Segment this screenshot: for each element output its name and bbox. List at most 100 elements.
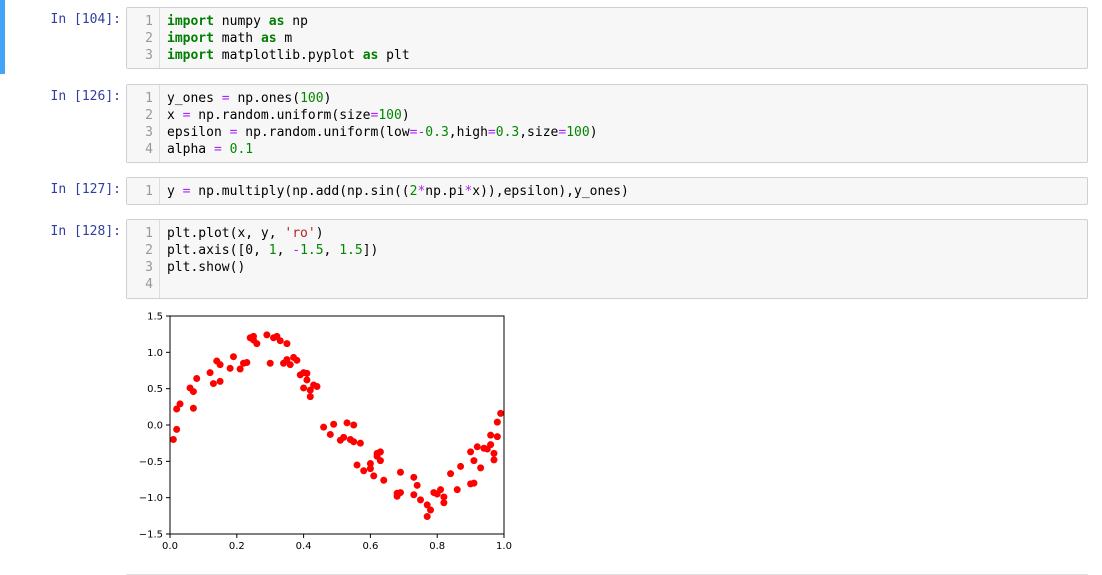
code-token: np.pi: [425, 184, 465, 199]
code-text: alpha = 0.1: [167, 141, 253, 158]
code-token: plt.plot(x, y,: [167, 226, 285, 241]
x-tick-label: 0.8: [429, 541, 445, 552]
data-point: [477, 464, 485, 472]
code-token: =: [370, 108, 379, 123]
code-token: ): [401, 108, 410, 123]
data-point: [340, 433, 348, 441]
scatter-plot: 0.0 0.2 0.4 0.6 0.8 1.0 1.5 1.0 0.5 0.0 −0.5 −1.0 −1…: [139, 312, 512, 553]
code-line[interactable]: 2 plt.axis([0, 1, -1.5, 1.5]): [127, 242, 1087, 259]
data-point: [487, 431, 495, 439]
code-token: *: [464, 184, 473, 199]
code-text: y = np.multiply(np.add(np.sin((2*np.pi*x…: [167, 183, 629, 200]
data-point: [206, 369, 214, 377]
code-token: =: [182, 108, 191, 123]
code-token: m: [276, 31, 293, 46]
line-number: 3: [145, 125, 153, 140]
y-tick-label: −0.5: [139, 457, 163, 468]
data-point: [457, 462, 465, 470]
data-point: [216, 361, 224, 369]
code-line[interactable]: 2 import math as m: [127, 30, 1087, 47]
code-token: =: [221, 91, 230, 106]
data-point: [229, 353, 237, 361]
data-point: [396, 489, 404, 497]
line-number: 1: [145, 91, 153, 106]
y-tick-label: −1.5: [139, 530, 163, 541]
line-number-gutter: [127, 220, 160, 298]
line-number-gutter: [127, 85, 160, 162]
code-token: alpha: [167, 142, 214, 157]
code-token: 0.1: [229, 142, 254, 157]
code-token: np.multiply(np.add(np.sin((: [190, 184, 410, 199]
data-point: [303, 376, 311, 384]
code-editor[interactable]: 1 plt.plot(x, y, 'ro') 2 plt.axis([0, 1, -1…: [126, 219, 1088, 299]
code-token: epsilon: [167, 125, 230, 140]
code-token: ): [323, 91, 332, 106]
code-token: np.random.uniform(low: [237, 125, 410, 140]
data-point: [410, 473, 418, 481]
data-point: [376, 457, 384, 465]
cell-prompt: In [127]:: [50, 182, 121, 197]
x-tick-label: 1.0: [496, 541, 512, 552]
data-point: [326, 430, 334, 438]
code-token: 2: [409, 184, 418, 199]
data-point: [497, 409, 505, 417]
data-point: [283, 340, 291, 348]
data-point: [243, 359, 251, 367]
code-token: import: [167, 31, 214, 46]
code-editor[interactable]: 1 y_ones = np.ones(100) 2 x = np.random.uni…: [126, 84, 1088, 163]
code-token: plt: [378, 48, 410, 63]
code-token: =-: [409, 125, 426, 140]
data-point: [490, 449, 498, 457]
code-line[interactable]: 3 plt.show(): [127, 259, 1087, 276]
code-token: as: [260, 31, 277, 46]
code-token: 1.5: [300, 243, 324, 258]
line-number: 2: [145, 31, 153, 46]
cell-prompt: In [126]:: [50, 89, 121, 104]
data-point: [453, 486, 461, 494]
code-cell-2[interactable]: In [126]: 1 y_ones = np.ones(100) 2 x = np.…: [0, 76, 1102, 166]
code-token: ]): [362, 243, 379, 258]
code-cell-1[interactable]: In [104]: 1 import numpy as np 2 import mat…: [0, 0, 1102, 74]
data-point: [470, 479, 478, 487]
data-point: [360, 467, 368, 475]
data-point: [303, 369, 311, 377]
code-text: plt.axis([0, 1, -1.5, 1.5]): [167, 242, 378, 259]
data-point: [440, 493, 448, 501]
code-cell-4[interactable]: In [128]: 1 plt.plot(x, y, 'ro') 2 plt.axis…: [0, 214, 1102, 575]
data-point: [313, 382, 321, 390]
y-tick-label: 0.5: [147, 384, 163, 395]
data-point: [423, 513, 431, 521]
code-line[interactable]: 4 alpha = 0.1: [127, 141, 1087, 158]
data-point: [380, 476, 388, 484]
line-number: 3: [145, 48, 153, 63]
cell-prompt: In [104]:: [50, 12, 121, 27]
code-line[interactable]: 1 y_ones = np.ones(100): [127, 90, 1087, 107]
code-token: [222, 142, 230, 157]
x-tick-label: 0.6: [362, 541, 378, 552]
data-point: [427, 506, 435, 514]
code-line[interactable]: 3 import matplotlib.pyplot as plt: [127, 47, 1087, 64]
code-token: ,size: [519, 125, 559, 140]
data-point: [306, 393, 314, 401]
line-number: 4: [145, 142, 153, 157]
code-token: =: [487, 125, 496, 140]
code-line[interactable]: 1 plt.plot(x, y, 'ro'): [127, 225, 1087, 242]
line-number-gutter: [127, 8, 160, 68]
code-token: x: [167, 108, 183, 123]
data-point: [410, 491, 418, 499]
code-line[interactable]: 1 import numpy as np: [127, 13, 1087, 30]
code-token: as: [362, 48, 379, 63]
data-point: [189, 404, 197, 412]
code-line[interactable]: 3 epsilon = np.random.uniform(low=-0.3,hi…: [127, 124, 1087, 141]
data-point: [440, 499, 448, 507]
code-line[interactable]: 4: [127, 276, 1087, 293]
code-text: epsilon = np.random.uniform(low=-0.3,hig…: [167, 124, 598, 141]
code-token: =: [229, 125, 238, 140]
line-number: 2: [145, 243, 153, 258]
code-editor[interactable]: 1 import numpy as np 2 import math as m 3 imp…: [126, 7, 1088, 69]
code-text: plt.show(): [167, 259, 245, 276]
